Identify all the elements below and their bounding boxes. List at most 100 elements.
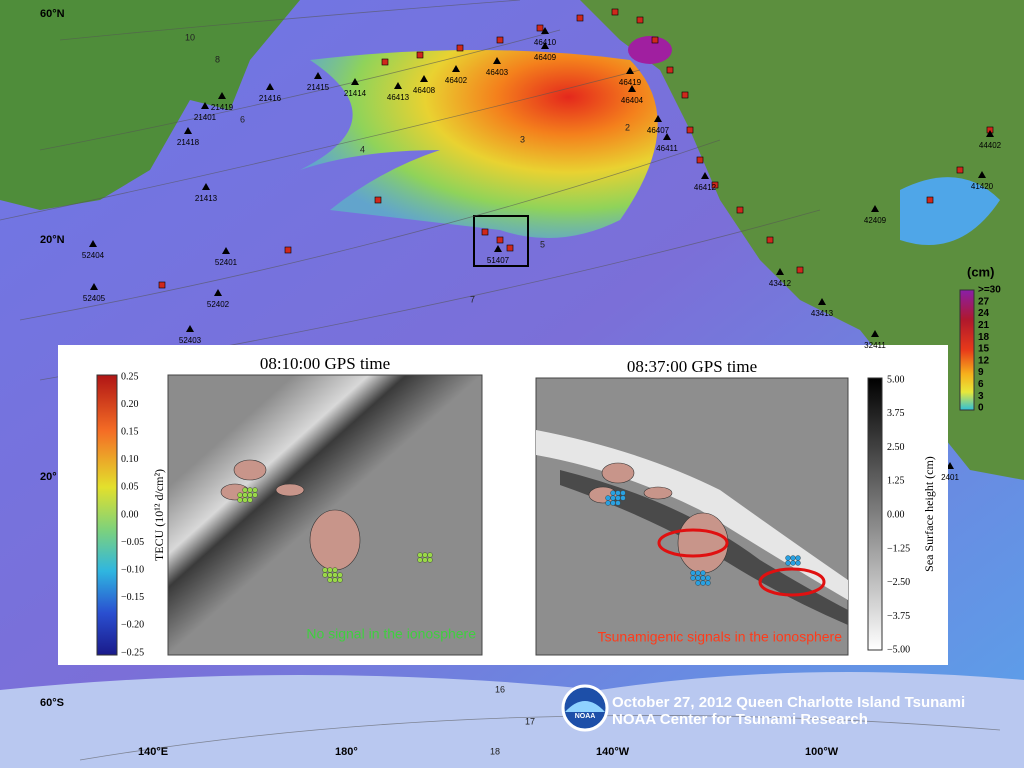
dart-buoy (186, 325, 194, 332)
station-dot (327, 567, 333, 573)
station-dot (422, 552, 428, 558)
buoy-label: 21401 (194, 113, 217, 122)
dart-buoy (214, 289, 222, 296)
tecu-tick: 0.20 (121, 399, 139, 410)
dart-buoy (978, 171, 986, 178)
contour-line (79, 715, 1001, 761)
ssh-tick: 3.75 (887, 408, 905, 419)
buoy-label: 43413 (811, 309, 834, 318)
buoy-label: 46409 (534, 53, 557, 62)
ssh-tick: −3.75 (887, 611, 910, 622)
station-dot (700, 570, 706, 576)
tide-gauge (158, 281, 166, 289)
dart-buoy (218, 92, 226, 99)
buoy-label: 46410 (534, 38, 557, 47)
dart-buoy (394, 82, 402, 89)
station-dot (795, 560, 801, 566)
dart-buoy (818, 298, 826, 305)
tecu-colorbar (96, 374, 118, 656)
station-dot (610, 500, 616, 506)
cm-colorbar (959, 289, 975, 411)
buoy-label: 52402 (207, 300, 230, 309)
buoy-label: 41420 (971, 182, 994, 191)
ssh-label: Sea Surface height (cm) (922, 456, 936, 572)
tide-gauge (686, 126, 694, 134)
contour-line (39, 29, 561, 151)
station-dot (332, 572, 338, 578)
contour-label: 3 (520, 134, 525, 144)
tide-gauge (766, 236, 774, 244)
signal-highlight (758, 567, 826, 597)
station-dot (610, 495, 616, 501)
tecu-tick: 0.15 (121, 426, 139, 437)
buoy-label: 46413 (387, 93, 410, 102)
station-dot (695, 575, 701, 581)
station-dot (247, 492, 253, 498)
contour-label: 7 (470, 294, 475, 304)
tecu-tick: −0.25 (121, 647, 144, 658)
ssh-tick: −2.50 (887, 577, 910, 588)
buoy-label: 21416 (259, 94, 282, 103)
contour-label: 8 (215, 54, 220, 64)
buoy-label: 46412 (694, 183, 717, 192)
panel-title: 08:10:00 GPS time (260, 354, 390, 373)
ssh-tick: 5.00 (887, 374, 905, 385)
station-dot (615, 495, 621, 501)
station-dot (247, 497, 253, 503)
dart-buoy (351, 78, 359, 85)
tide-gauge (666, 66, 674, 74)
ssh-tick: 0.00 (887, 509, 905, 520)
dart-buoy (222, 247, 230, 254)
station-dot (327, 577, 333, 583)
legend-tick: 12 (978, 355, 990, 366)
dart-buoy (986, 130, 994, 137)
lon-label: 100°W (805, 746, 839, 758)
buoy-label: 44402 (979, 141, 1002, 150)
island (233, 459, 267, 481)
tide-gauge (956, 166, 964, 174)
tide-gauge (506, 244, 514, 252)
dart-buoy (90, 283, 98, 290)
dart-buoy (701, 172, 709, 179)
contour-label: 4 (360, 144, 365, 154)
ssh-tick: −1.25 (887, 543, 910, 554)
tide-gauge (681, 91, 689, 99)
island (275, 483, 305, 497)
station-dot (252, 492, 258, 498)
station-dot (605, 500, 611, 506)
noaa-logo-wave (565, 701, 605, 712)
buoy-label: 52403 (179, 336, 202, 345)
dart-buoy (541, 42, 549, 49)
station-dot (337, 572, 343, 578)
tecu-tick: −0.05 (121, 537, 144, 548)
tide-gauge (416, 51, 424, 59)
tecu-tick: 0.25 (121, 371, 139, 382)
buoy-label: 42409 (864, 216, 887, 225)
dart-buoy (626, 67, 634, 74)
buoy-label: 46402 (445, 76, 468, 85)
contour-label: 5 (540, 239, 545, 249)
legend-tick: >=30 (978, 285, 1001, 296)
tecu-tick: −0.15 (121, 592, 144, 603)
buoy-label: 21419 (211, 103, 234, 112)
station-dot (790, 560, 796, 566)
station-dot (322, 567, 328, 573)
station-dot (700, 575, 706, 581)
dart-buoy (776, 268, 784, 275)
legend-tick: 21 (978, 320, 990, 331)
dart-buoy (420, 75, 428, 82)
station-dot (790, 555, 796, 561)
footer-line1: October 27, 2012 Queen Charlotte Island … (612, 694, 965, 711)
station-dot (705, 580, 711, 586)
legend-title: (cm) (967, 264, 994, 279)
dart-buoy (628, 85, 636, 92)
station-dot (332, 567, 338, 573)
buoy-label: 52404 (82, 251, 105, 260)
dart-buoy (871, 205, 879, 212)
panel-note: Tsunamigenic signals in the ionosphere (598, 629, 843, 645)
station-dot (785, 560, 791, 566)
panel-title: 08:37:00 GPS time (627, 357, 757, 376)
contour-line (0, 69, 641, 221)
contour-label: 10 (185, 32, 195, 42)
tide-gauge (611, 8, 619, 16)
